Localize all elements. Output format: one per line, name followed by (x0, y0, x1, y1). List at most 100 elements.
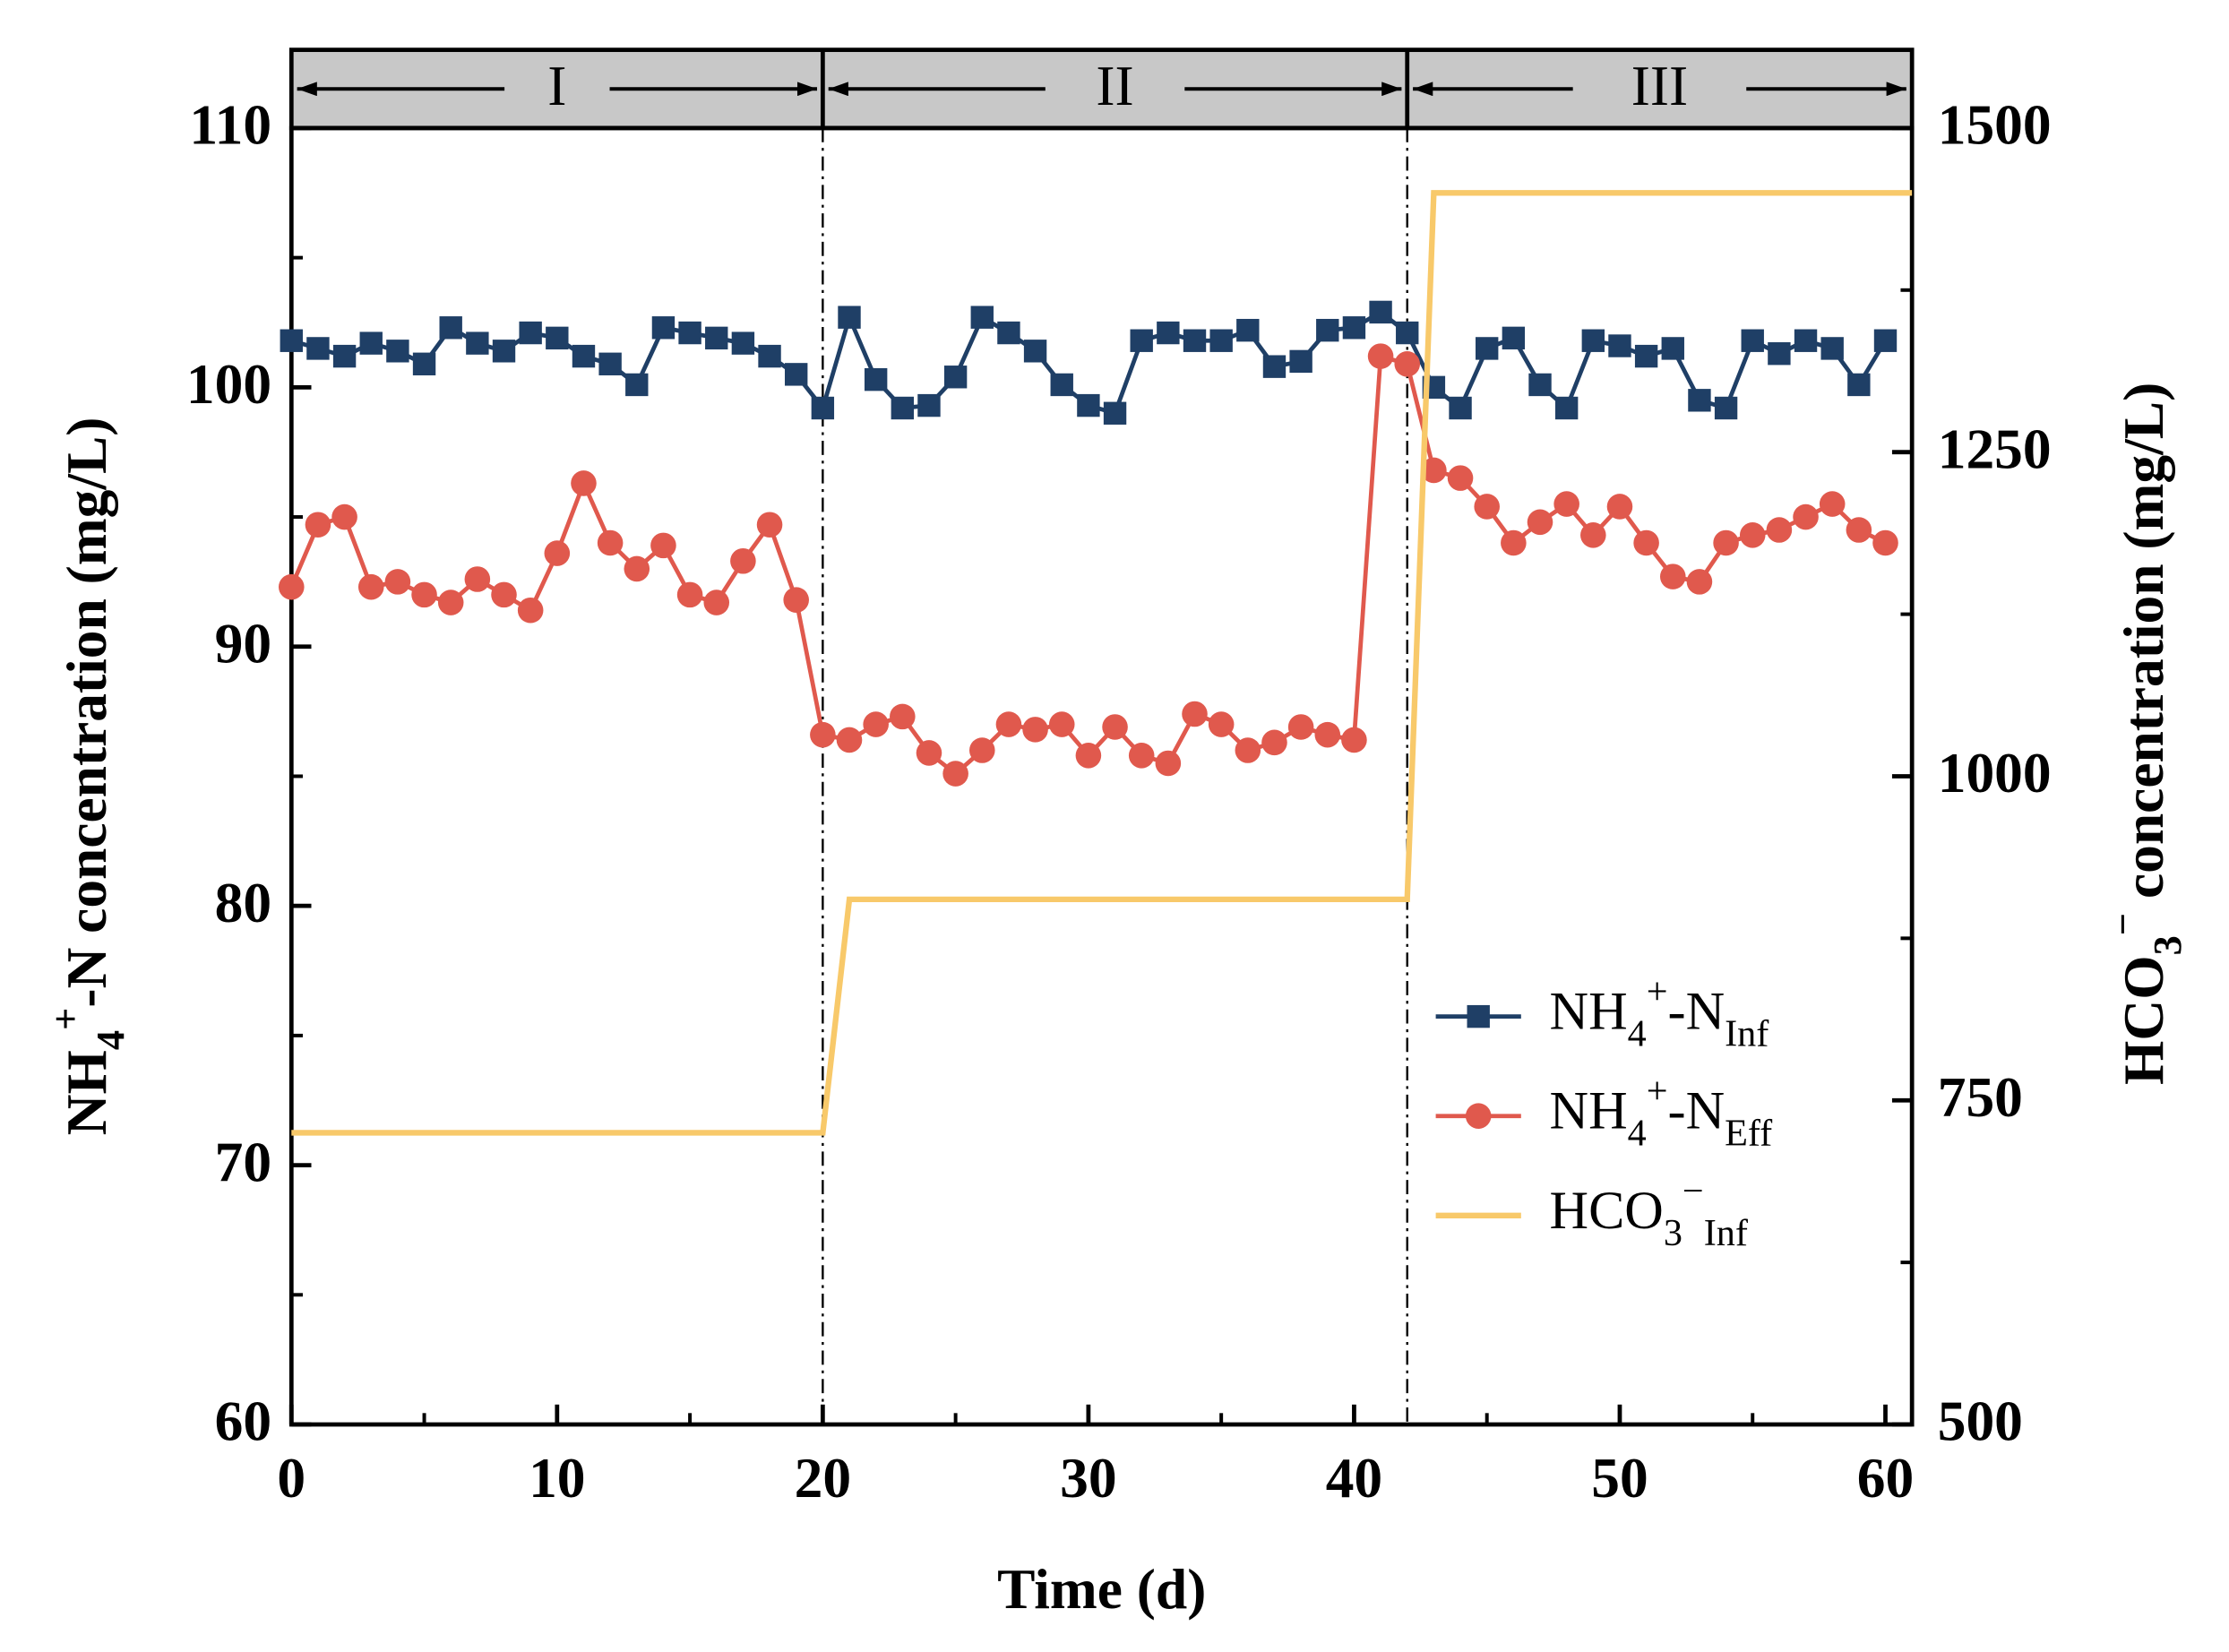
marker (1659, 564, 1686, 589)
marker (439, 316, 462, 340)
marker (703, 589, 730, 615)
marker (890, 703, 916, 730)
marker (466, 331, 489, 355)
marker (1766, 517, 1793, 543)
marker (1872, 529, 1898, 556)
y2-axis-title: HCO3− concentration (mg/L) (2100, 383, 2190, 1085)
marker (1396, 321, 1419, 345)
phase-label: I (547, 54, 566, 117)
marker (1794, 329, 1818, 352)
marker (1182, 701, 1208, 727)
y-tick-label: 100 (186, 352, 271, 416)
marker (811, 396, 835, 420)
marker (970, 305, 994, 329)
marker (1686, 569, 1713, 595)
y-tick-label: 80 (215, 871, 271, 934)
marker (1714, 396, 1738, 420)
marker (1183, 329, 1207, 352)
marker (412, 352, 436, 375)
marker (1287, 714, 1314, 740)
x-tick-label: 10 (529, 1446, 585, 1510)
marker (1208, 711, 1235, 737)
marker (1474, 494, 1500, 520)
marker (1634, 344, 1658, 368)
marker (411, 581, 437, 608)
marker (997, 321, 1020, 345)
marker (1130, 329, 1153, 352)
marker (1580, 522, 1606, 548)
y2-tick-label: 1500 (1938, 93, 2052, 157)
marker (1314, 721, 1341, 748)
marker (1846, 517, 1872, 543)
marker (386, 340, 409, 363)
marker (1608, 334, 1631, 357)
marker (1316, 318, 1339, 342)
marker (1873, 329, 1898, 352)
marker (625, 373, 649, 397)
legend-marker (1465, 1103, 1492, 1129)
marker (280, 329, 303, 352)
marker (783, 587, 809, 613)
series-line (291, 190, 1913, 1136)
legend-marker (1467, 1004, 1490, 1028)
legend-label: HCO3−Inf (1550, 1170, 1749, 1254)
marker (1501, 529, 1527, 556)
marker (1527, 509, 1553, 536)
marker (597, 529, 624, 556)
marker (1341, 727, 1367, 753)
marker (1023, 340, 1047, 363)
marker (624, 555, 650, 582)
marker (1022, 717, 1048, 743)
y-tick-label: 60 (215, 1390, 271, 1453)
x-tick-label: 40 (1326, 1446, 1382, 1510)
marker (1688, 389, 1711, 412)
marker (1581, 329, 1605, 352)
y2-tick-label: 1250 (1938, 417, 2052, 480)
marker (995, 711, 1022, 737)
marker (1554, 396, 1579, 420)
marker (437, 589, 464, 615)
marker (1793, 503, 1819, 530)
marker (785, 363, 808, 386)
marker (598, 352, 622, 375)
x-axis-title: Time (d) (997, 1557, 1206, 1621)
marker (1476, 337, 1499, 360)
y2-tick-label: 750 (1938, 1065, 2023, 1129)
marker (1421, 457, 1447, 484)
marker (1394, 351, 1421, 377)
marker (676, 581, 703, 608)
marker (943, 366, 968, 389)
marker (836, 727, 863, 753)
marker (1157, 321, 1180, 345)
marker (279, 573, 305, 600)
marker (1553, 491, 1579, 517)
marker (756, 512, 783, 538)
marker (863, 711, 889, 737)
marker (1050, 373, 1073, 397)
y2-tick-label: 1000 (1938, 741, 2052, 804)
marker (306, 337, 330, 360)
marker (1528, 373, 1552, 397)
y-tick-label: 90 (215, 611, 271, 675)
x-tick-label: 20 (795, 1446, 851, 1510)
marker (544, 540, 571, 566)
marker (571, 470, 597, 496)
marker (357, 573, 384, 600)
marker (305, 512, 331, 538)
marker (1606, 494, 1633, 520)
marker (942, 761, 968, 787)
marker (651, 316, 676, 340)
marker (359, 331, 383, 355)
y-tick-label: 70 (215, 1130, 271, 1193)
marker (1077, 393, 1100, 417)
marker (1847, 373, 1871, 397)
x-tick-label: 30 (1060, 1446, 1116, 1510)
marker (678, 321, 701, 345)
marker (968, 737, 995, 763)
phase-label: II (1096, 54, 1133, 117)
marker (1768, 342, 1791, 366)
marker (650, 532, 676, 559)
marker (1075, 743, 1102, 769)
marker (705, 326, 728, 350)
